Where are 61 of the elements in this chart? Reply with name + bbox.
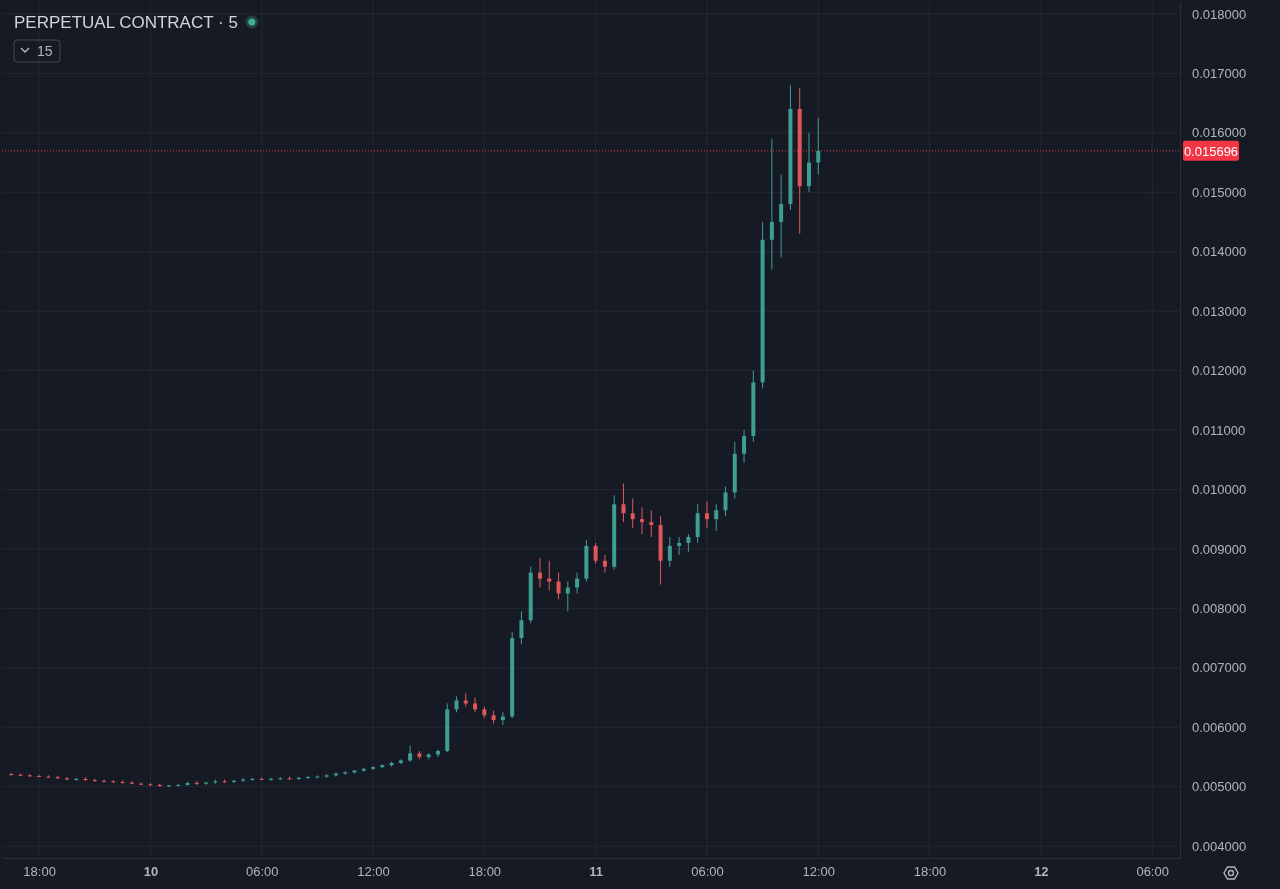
candlestick — [677, 536, 682, 556]
candlestick — [176, 783, 181, 788]
x-tick-label: 18:00 — [468, 864, 502, 880]
y-tick-label: 0.017000 — [1192, 65, 1247, 81]
candlestick — [37, 774, 42, 778]
candlestick — [556, 572, 561, 600]
y-tick-label: 0.004000 — [1192, 838, 1247, 854]
candlestick — [473, 697, 478, 713]
candlestick — [723, 485, 728, 517]
candlestick — [371, 765, 376, 771]
candlestick — [695, 503, 700, 544]
y-tick-label: 0.005000 — [1192, 779, 1247, 795]
x-tick-label: 10 — [143, 864, 159, 880]
y-tick-label: 0.009000 — [1192, 541, 1247, 557]
y-tick-label: 0.012000 — [1192, 363, 1247, 379]
candlestick — [408, 745, 413, 763]
x-tick-label: 12:00 — [802, 864, 836, 880]
y-tick-label: 0.013000 — [1192, 303, 1247, 319]
y-tick-label: 0.018000 — [1192, 6, 1247, 22]
candlestick — [593, 542, 598, 565]
candlestick — [268, 777, 273, 782]
candlestick — [714, 503, 719, 532]
candlestick — [779, 173, 784, 259]
candlestick — [769, 138, 774, 270]
x-tick-label: 18:00 — [23, 864, 56, 880]
x-tick-label: 12 — [1034, 864, 1049, 880]
ref-line-label: 0.015696 — [1183, 143, 1239, 159]
candlestick — [602, 554, 607, 574]
y-tick-label: 0.014000 — [1192, 244, 1247, 260]
y-tick-label: 0.006000 — [1192, 719, 1247, 735]
y-tick-label: 0.007000 — [1192, 660, 1247, 676]
candlestick — [575, 572, 580, 594]
candlestick — [102, 779, 107, 784]
y-tick-label: 0.015000 — [1192, 184, 1247, 200]
candlestick — [742, 429, 747, 464]
candlestick — [640, 506, 645, 535]
x-tick-label: 06:00 — [691, 864, 724, 880]
x-tick-label: 11 — [589, 864, 604, 880]
candlestick — [139, 782, 144, 786]
candlestick — [547, 560, 552, 591]
candlestick — [519, 610, 524, 645]
y-tick-label: 0.016000 — [1192, 125, 1247, 141]
x-tick-label: 06:00 — [245, 864, 279, 880]
candlestick — [667, 536, 672, 568]
candlestick — [306, 775, 311, 780]
candlestick — [630, 497, 635, 529]
candlestick — [806, 132, 811, 193]
text: PERPETUAL CONTRACT · 5 — [14, 13, 238, 32]
annotation: 15 — [37, 43, 53, 59]
x-tick-label: 12:00 — [357, 864, 390, 880]
x-tick-label: 06:00 — [1136, 864, 1169, 880]
candlestick — [649, 509, 654, 538]
candlestick — [166, 784, 171, 788]
candlestick — [704, 500, 709, 529]
x-tick-label: 18:00 — [913, 864, 947, 880]
y-tick-label: 0.010000 — [1192, 482, 1247, 498]
y-tick-label: 0.008000 — [1192, 600, 1247, 616]
candlestick — [537, 557, 542, 589]
candlestick — [816, 117, 821, 175]
candlestick — [621, 483, 626, 523]
y-tick-label: 0.011000 — [1192, 422, 1246, 438]
